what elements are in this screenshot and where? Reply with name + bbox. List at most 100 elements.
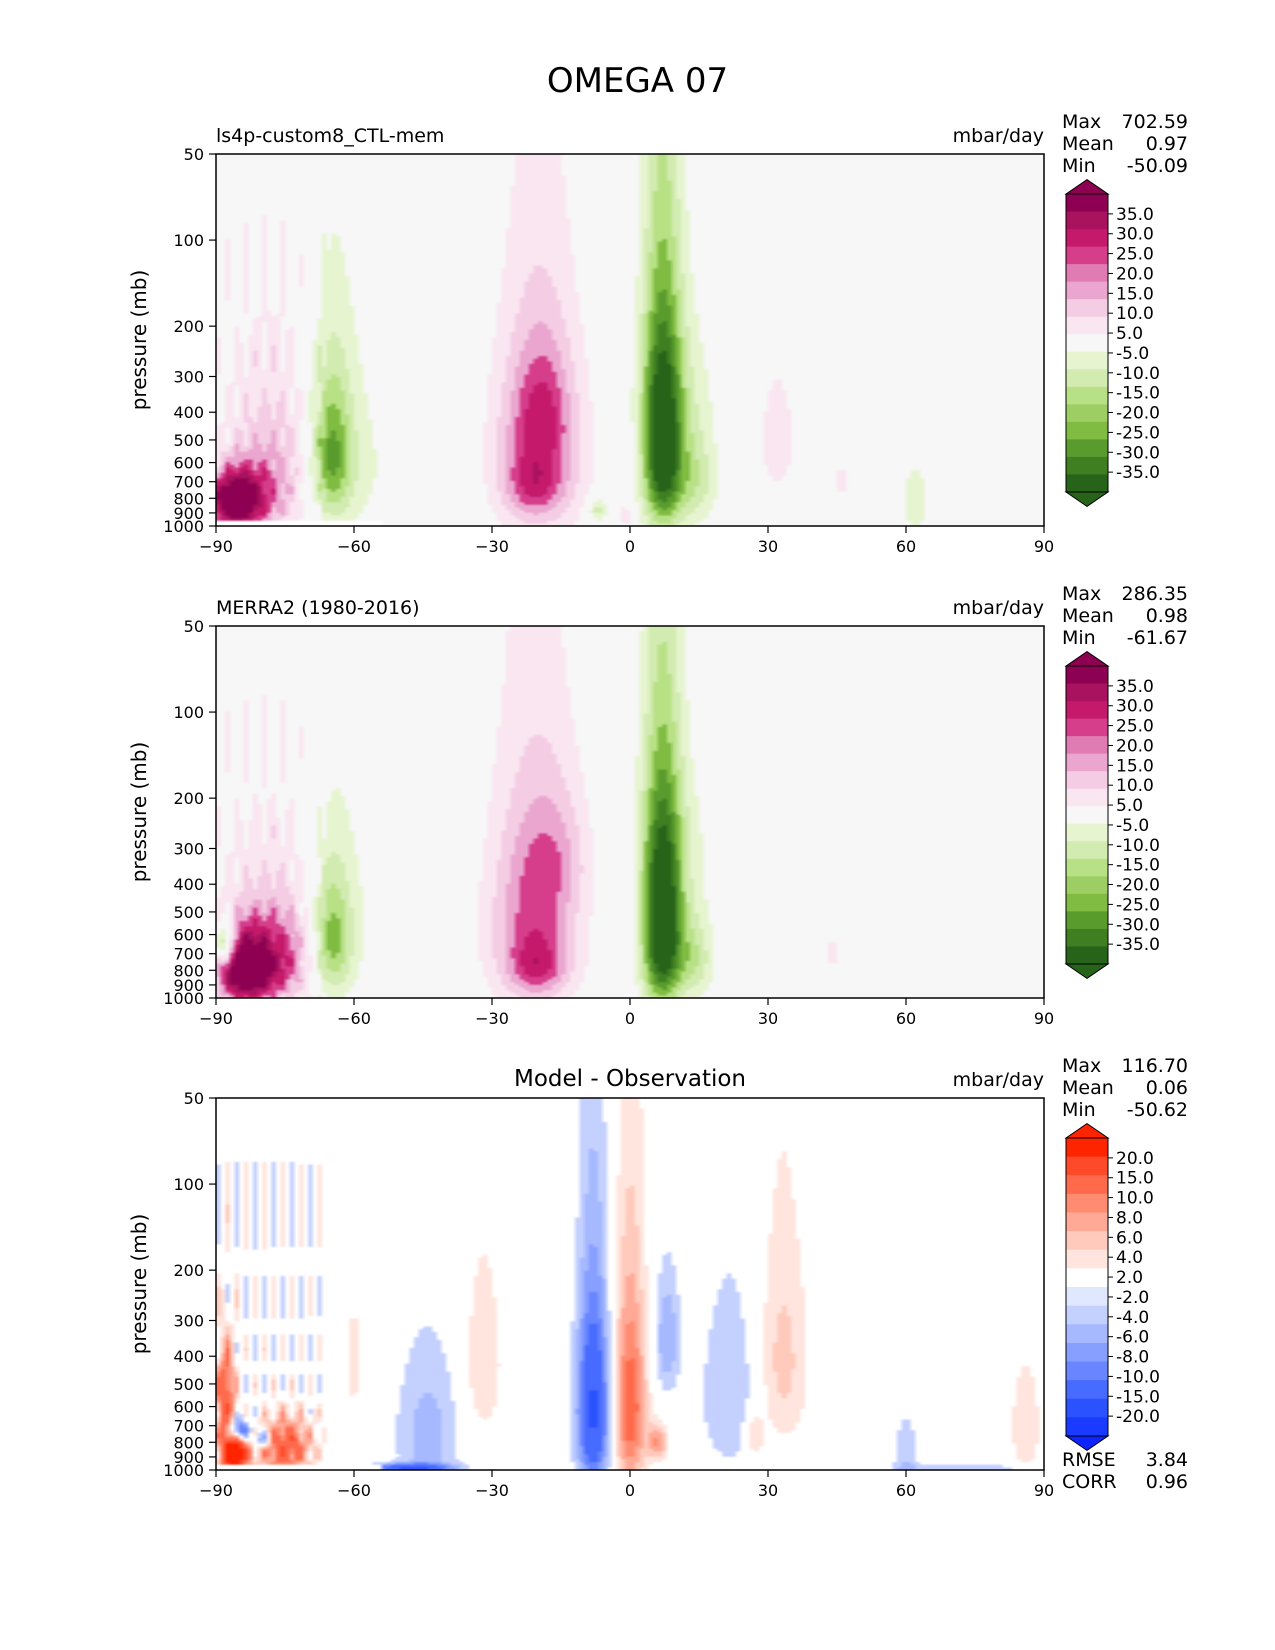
x-tick-label: −90 bbox=[199, 537, 233, 556]
stat-label: Max bbox=[1062, 1055, 1101, 1077]
colorbar-swatch bbox=[1066, 806, 1108, 825]
contour-field bbox=[216, 626, 1044, 998]
colorbar-swatch bbox=[1066, 474, 1108, 493]
colorbar-label: -20.0 bbox=[1116, 876, 1160, 896]
y-tick-label: 900 bbox=[173, 976, 204, 995]
colorbar-label: 6.0 bbox=[1116, 1228, 1143, 1248]
x-tick-label: 60 bbox=[896, 1009, 916, 1028]
colorbar-label: 20.0 bbox=[1116, 1149, 1154, 1169]
x-tick-label: 0 bbox=[625, 1009, 635, 1028]
colorbar-swatch bbox=[1066, 211, 1108, 230]
stat-value: -50.62 bbox=[1127, 1099, 1188, 1121]
panel-diff: Model - Observation mbar/day5010020030040… bbox=[127, 1055, 1188, 1500]
stat-value: -50.09 bbox=[1127, 155, 1188, 177]
colorbar-swatch bbox=[1066, 281, 1108, 300]
colorbar-label: 5.0 bbox=[1116, 796, 1143, 816]
colorbar-swatch bbox=[1066, 439, 1108, 458]
x-tick-label: −90 bbox=[199, 1009, 233, 1028]
y-tick-label: 200 bbox=[173, 317, 204, 336]
y-tick-label: 200 bbox=[173, 1261, 204, 1280]
stat-value: 116.70 bbox=[1122, 1055, 1188, 1077]
colorbar-label: -10.0 bbox=[1116, 364, 1160, 384]
y-tick-label: 50 bbox=[184, 617, 204, 636]
colorbar-label: 30.0 bbox=[1116, 697, 1154, 717]
colorbar-swatch bbox=[1066, 946, 1108, 965]
colorbar-swatch bbox=[1066, 456, 1108, 475]
y-tick-label: 400 bbox=[173, 403, 204, 422]
colorbar-swatch bbox=[1066, 841, 1108, 860]
x-tick-label: 90 bbox=[1034, 1009, 1054, 1028]
y-tick-label: 700 bbox=[173, 473, 204, 492]
x-tick-label: 30 bbox=[758, 1009, 778, 1028]
stat-label: Mean bbox=[1062, 133, 1114, 155]
colorbar-label: 10.0 bbox=[1116, 304, 1154, 324]
y-tick-label: 1000 bbox=[163, 1461, 204, 1480]
stat-value: 286.35 bbox=[1122, 583, 1188, 605]
colorbar-swatch bbox=[1066, 1138, 1108, 1158]
colorbar-swatch bbox=[1066, 1287, 1108, 1307]
colorbar-swatch bbox=[1066, 299, 1108, 318]
colorbar-swatch bbox=[1066, 1249, 1108, 1269]
colorbar-label: 15.0 bbox=[1116, 1169, 1154, 1189]
colorbar-label: 4.0 bbox=[1116, 1248, 1143, 1268]
panel-left-title: MERRA2 (1980-2016) bbox=[216, 597, 420, 619]
x-tick-label: 60 bbox=[896, 1481, 916, 1500]
y-tick-label: 1000 bbox=[163, 517, 204, 536]
colorbar-label: 35.0 bbox=[1116, 205, 1154, 225]
colorbar-swatch bbox=[1066, 264, 1108, 283]
colorbar-label: -8.0 bbox=[1116, 1348, 1149, 1368]
colorbar-swatch bbox=[1066, 1361, 1108, 1381]
colorbar-label: 20.0 bbox=[1116, 736, 1154, 756]
stat-label: Min bbox=[1062, 1099, 1096, 1121]
colorbar-label: -15.0 bbox=[1116, 1387, 1160, 1407]
colorbar-swatch bbox=[1066, 1193, 1108, 1213]
colorbar-label: 35.0 bbox=[1116, 677, 1154, 697]
stat-value: 0.97 bbox=[1146, 133, 1188, 155]
colorbar-extend-bottom bbox=[1064, 491, 1110, 508]
y-tick-label: 200 bbox=[173, 789, 204, 808]
colorbar-swatch bbox=[1066, 1324, 1108, 1344]
colorbar-extend-top bbox=[1064, 1122, 1110, 1139]
stat-label: Mean bbox=[1062, 1077, 1114, 1099]
colorbar-swatch bbox=[1066, 316, 1108, 335]
colorbar-swatch bbox=[1066, 1398, 1108, 1418]
colorbar-label: -2.0 bbox=[1116, 1288, 1149, 1308]
colorbar-swatch bbox=[1066, 229, 1108, 248]
colorbar-swatch bbox=[1066, 194, 1108, 213]
stat-value: 0.06 bbox=[1146, 1077, 1188, 1099]
stat-value: 702.59 bbox=[1122, 111, 1188, 133]
colorbar-swatch bbox=[1066, 876, 1108, 895]
panel-model: ls4p-custom8_CTL-mem mbar/day501002003004… bbox=[127, 111, 1188, 556]
x-tick-label: 90 bbox=[1034, 1481, 1054, 1500]
y-tick-label: 800 bbox=[173, 489, 204, 508]
colorbar-label: 2.0 bbox=[1116, 1268, 1143, 1288]
y-axis-label: pressure (mb) bbox=[127, 270, 151, 411]
colorbar-label: -30.0 bbox=[1116, 915, 1160, 935]
colorbar-swatch bbox=[1066, 666, 1108, 685]
y-tick-label: 50 bbox=[184, 1089, 204, 1108]
colorbar-swatch bbox=[1066, 1342, 1108, 1362]
y-tick-label: 400 bbox=[173, 1347, 204, 1366]
colorbar: 35.030.025.020.015.010.05.0-5.0-10.0-15.… bbox=[1064, 178, 1160, 508]
colorbar-label: -10.0 bbox=[1116, 836, 1160, 856]
x-tick-label: 0 bbox=[625, 537, 635, 556]
colorbar-label: -4.0 bbox=[1116, 1308, 1149, 1328]
colorbar-label: 15.0 bbox=[1116, 284, 1154, 304]
colorbar-swatch bbox=[1066, 1417, 1108, 1437]
colorbar-frame bbox=[1065, 665, 1109, 965]
colorbar-swatch bbox=[1066, 421, 1108, 440]
x-tick-label: 0 bbox=[625, 1481, 635, 1500]
x-tick-label: −30 bbox=[475, 1481, 509, 1500]
colorbar-swatch bbox=[1066, 701, 1108, 720]
colorbar-swatch bbox=[1066, 753, 1108, 772]
panel-left-title: ls4p-custom8_CTL-mem bbox=[216, 125, 444, 147]
colorbar-label: -10.0 bbox=[1116, 1367, 1160, 1387]
y-tick-label: 800 bbox=[173, 1433, 204, 1452]
colorbar-label: -15.0 bbox=[1116, 384, 1160, 404]
stat-label: Min bbox=[1062, 627, 1096, 649]
y-axis-label: pressure (mb) bbox=[127, 1214, 151, 1355]
colorbar-label: 20.0 bbox=[1116, 264, 1154, 284]
colorbar-label: -35.0 bbox=[1116, 463, 1160, 483]
y-tick-label: 400 bbox=[173, 875, 204, 894]
